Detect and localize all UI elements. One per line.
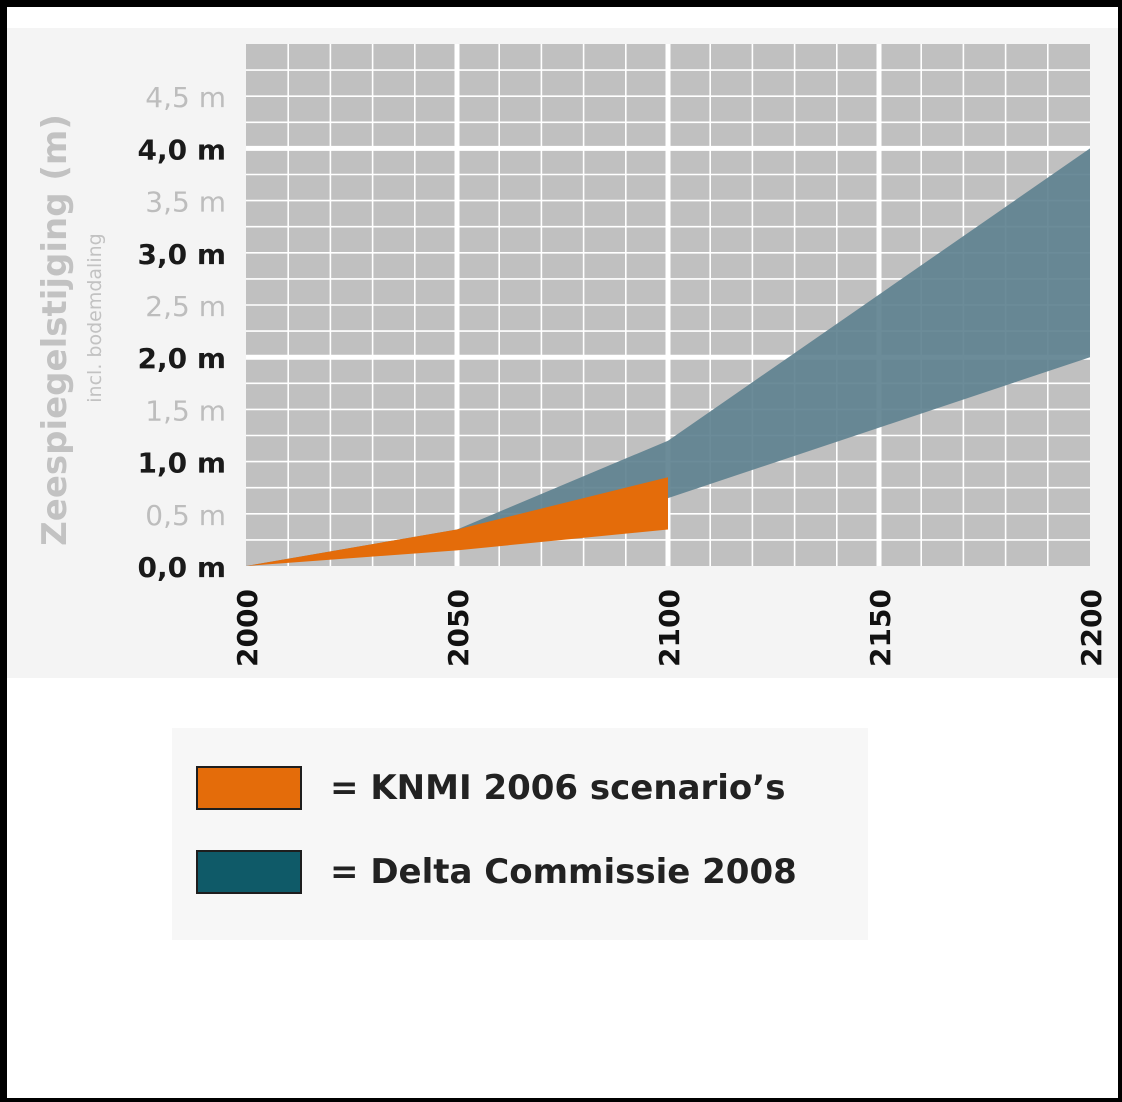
x-tick-label: 2200 xyxy=(1075,589,1108,667)
legend-item-knmi: = KNMI 2006 scenario’s xyxy=(196,766,785,810)
y-tick-label: 4,0 m xyxy=(137,133,226,166)
legend-label-knmi: = KNMI 2006 scenario’s xyxy=(330,768,786,808)
y-tick-label: 2,0 m xyxy=(137,342,226,375)
y-axis-ticks: 0,0 m 0,5 m 1,0 m 1,5 m 2,0 m 2,5 m 3,0 m 3,5 m… xyxy=(137,81,226,584)
y-tick-label: 4,5 m xyxy=(145,81,226,114)
y-tick-label: 1,5 m xyxy=(145,394,226,427)
knmi-band xyxy=(246,477,668,566)
x-tick-label: 2000 xyxy=(231,589,264,667)
x-tick-label: 2050 xyxy=(442,589,475,667)
y-tick-label: 2,5 m xyxy=(145,290,226,323)
y-tick-label: 3,0 m xyxy=(137,238,226,271)
legend-swatch-delta xyxy=(196,850,302,894)
legend-item-delta: = Delta Commissie 2008 xyxy=(196,850,797,894)
x-axis-ticks: 2000 2050 2100 2150 2200 xyxy=(231,589,1108,667)
y-tick-label: 1,0 m xyxy=(137,447,226,480)
y-tick-label: 0,5 m xyxy=(145,499,226,532)
x-tick-label: 2150 xyxy=(864,589,897,667)
y-tick-label: 3,5 m xyxy=(145,186,226,219)
legend-swatch-knmi xyxy=(196,766,302,810)
legend-label-delta: = Delta Commissie 2008 xyxy=(330,852,797,892)
x-tick-label: 2100 xyxy=(653,589,686,667)
series xyxy=(246,148,1090,566)
y-tick-label: 0,0 m xyxy=(137,551,226,584)
y-axis-label: Zeespiegelstijging (m) xyxy=(35,114,75,546)
y-axis-sublabel: incl. bodemdaling xyxy=(84,233,106,402)
legend: = KNMI 2006 scenario’s = Delta Commissie… xyxy=(172,728,868,940)
